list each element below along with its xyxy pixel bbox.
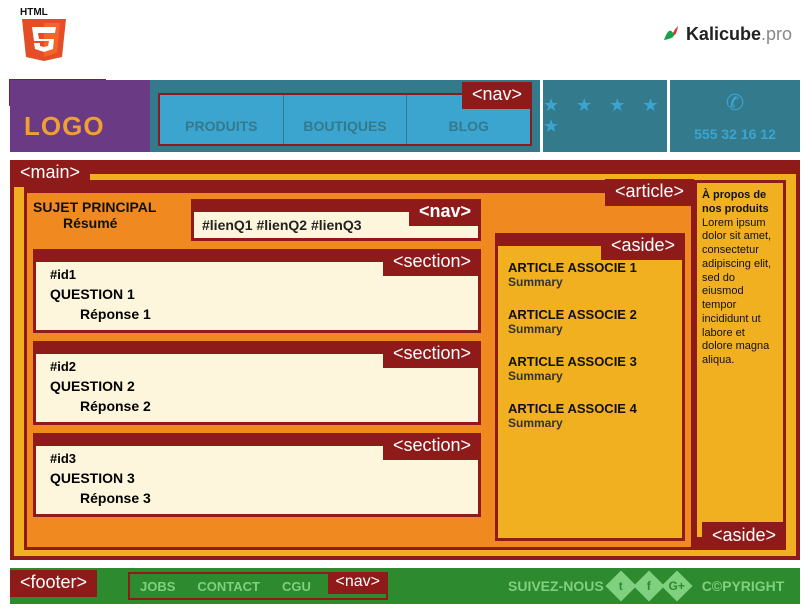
section-1: <section> #id1 QUESTION 1 Réponse 1 <box>33 249 481 333</box>
section-1-a: Réponse 1 <box>80 306 470 322</box>
gplus-icon[interactable]: G+ <box>666 575 688 597</box>
phone-number: 555 32 16 12 <box>670 126 800 142</box>
footer-nav: JOBS CONTACT CGU <nav> <box>128 572 388 600</box>
aside-inner: <aside> ARTICLE ASSOCIE 1Summary ARTICLE… <box>495 233 685 541</box>
section-3-a: Réponse 3 <box>80 490 470 506</box>
twitter-icon[interactable]: t <box>610 575 632 597</box>
follow-label: SUIVEZ-NOUS <box>508 578 604 594</box>
aside-outer-title: À propos de nos produits <box>702 189 778 217</box>
header-nav-tag: <nav> <box>462 82 532 109</box>
footer-nav-tag: <nav> <box>328 572 388 594</box>
header: <header> LOGO <nav> PRODUITS BOUTIQUES B… <box>10 80 800 152</box>
aside-outer: <aside> À propos de nos produits Lorem i… <box>694 180 786 550</box>
anchor-nav: <nav> #lienQ1 #lienQ2 #lienQ3 <box>191 199 481 241</box>
footer-cgu[interactable]: CGU <box>282 579 311 594</box>
copyright: C©PYRIGHT <box>702 578 785 594</box>
facebook-icon[interactable]: f <box>638 575 660 597</box>
section-3: <section> #id3 QUESTION 3 Réponse 3 <box>33 433 481 517</box>
section-3-q: QUESTION 3 <box>50 470 470 486</box>
phone-icon: ✆ <box>670 90 800 116</box>
footer-tag: <footer> <box>10 570 97 597</box>
article-tag: <article> <box>605 179 694 206</box>
assoc-3-sum: Summary <box>508 369 672 383</box>
assoc-1-sum: Summary <box>508 275 672 289</box>
assoc-2-sum: Summary <box>508 322 672 336</box>
section-2-a: Réponse 2 <box>80 398 470 414</box>
footer: <footer> JOBS CONTACT CGU <nav> SUIVEZ-N… <box>10 568 800 604</box>
kalicube-suffix: .pro <box>761 24 792 44</box>
section-1-tag: <section> <box>383 249 481 276</box>
html5-label: HTML <box>20 7 48 18</box>
footer-jobs[interactable]: JOBS <box>140 579 175 594</box>
assoc-3-title[interactable]: ARTICLE ASSOCIE 3 <box>508 354 672 369</box>
aside-outer-tag: <aside> <box>702 522 786 551</box>
aside-outer-body: Lorem ipsum dolor sit amet, consectetur … <box>702 217 778 368</box>
logo-box: LOGO <box>10 80 150 152</box>
top-bar: HTML Kalicube.pro <box>18 5 792 60</box>
follow-us: SUIVEZ-NOUS t f G+ <box>508 575 688 597</box>
assoc-4-sum: Summary <box>508 416 672 430</box>
tab-produits[interactable]: PRODUITS <box>160 95 284 144</box>
html5-logo: HTML <box>18 5 70 66</box>
header-nav: <nav> PRODUITS BOUTIQUES BLOG <box>158 93 532 146</box>
section-2-q: QUESTION 2 <box>50 378 470 394</box>
section-2: <section> #id2 QUESTION 2 Réponse 2 <box>33 341 481 425</box>
stars: ★ ★ ★ ★ ★ <box>540 80 670 152</box>
anchor-nav-tag: <nav> <box>409 199 481 226</box>
subject-sub: Résumé <box>63 215 183 231</box>
article: <article> SUJET PRINCIPAL Résumé <nav> #… <box>24 180 694 550</box>
kalicube-logo: Kalicube.pro <box>661 23 792 45</box>
aside-inner-tag: <aside> <box>601 233 685 260</box>
assoc-2-title[interactable]: ARTICLE ASSOCIE 2 <box>508 307 672 322</box>
assoc-1-title[interactable]: ARTICLE ASSOCIE 1 <box>508 260 672 275</box>
header-nav-wrap: <nav> PRODUITS BOUTIQUES BLOG <box>150 80 540 152</box>
section-1-q: QUESTION 1 <box>50 286 470 302</box>
section-2-tag: <section> <box>383 341 481 368</box>
logo: LOGO <box>24 111 105 142</box>
footer-contact[interactable]: CONTACT <box>197 579 260 594</box>
tab-boutiques[interactable]: BOUTIQUES <box>284 95 408 144</box>
anchor-links[interactable]: #lienQ1 #lienQ2 #lienQ3 <box>202 217 362 233</box>
kalicube-brand: Kalicube <box>686 24 761 44</box>
assoc-4-title[interactable]: ARTICLE ASSOCIE 4 <box>508 401 672 416</box>
main: <main> <article> SUJET PRINCIPAL Résumé … <box>10 160 800 560</box>
section-3-tag: <section> <box>383 433 481 460</box>
subject-title: SUJET PRINCIPAL <box>33 199 183 215</box>
phone-box: ✆ 555 32 16 12 <box>670 80 800 152</box>
